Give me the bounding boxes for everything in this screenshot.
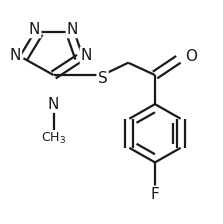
Text: S: S — [98, 71, 107, 86]
Text: N: N — [81, 48, 92, 63]
Text: N: N — [48, 97, 59, 112]
Text: F: F — [151, 187, 159, 202]
Text: N: N — [29, 22, 40, 37]
Text: O: O — [185, 49, 197, 64]
Text: N: N — [9, 48, 21, 63]
Text: CH$_3$: CH$_3$ — [41, 131, 66, 146]
Text: N: N — [67, 22, 78, 37]
